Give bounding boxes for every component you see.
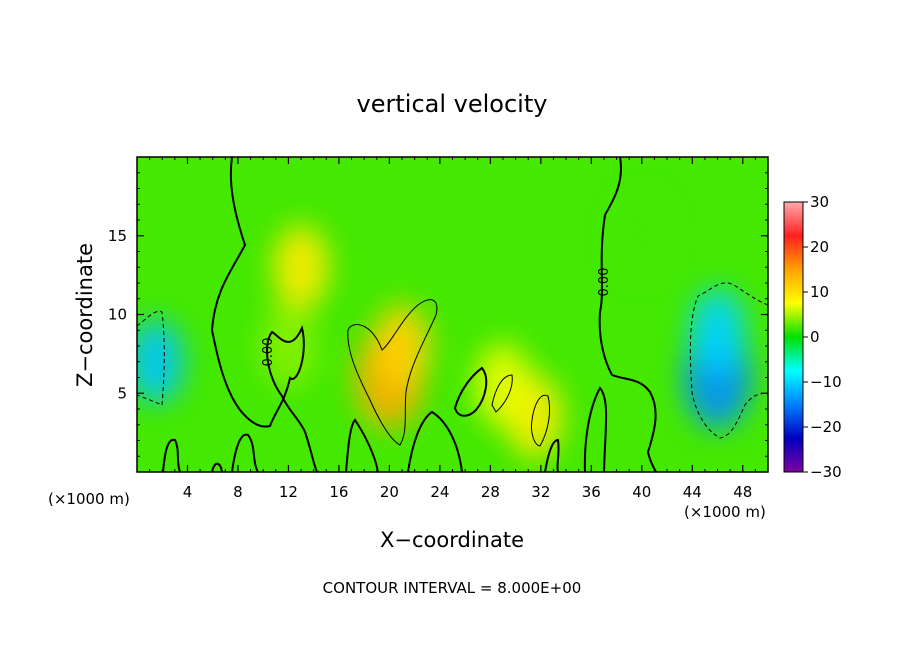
contour-plus8-main bbox=[347, 299, 438, 446]
y-tick-label-2: 15 bbox=[108, 227, 127, 245]
contour-label-left: 0.00 bbox=[261, 338, 276, 367]
contour-minus8-left bbox=[137, 310, 165, 406]
zero-contour-mid3 bbox=[453, 366, 488, 417]
colorbar-gradient bbox=[784, 202, 803, 472]
zero-contour-mid5 bbox=[583, 386, 608, 472]
x-tick-label-7: 32 bbox=[531, 483, 550, 501]
velocity-feature-7 bbox=[137, 319, 184, 404]
x-tick-label-8: 36 bbox=[582, 483, 601, 501]
x-tick-label-2: 12 bbox=[279, 483, 298, 501]
x-tick-label-11: 48 bbox=[733, 483, 752, 501]
zero-contour-mid2 bbox=[407, 410, 463, 472]
x-tick-label-4: 20 bbox=[380, 483, 399, 501]
velocity-feature-8 bbox=[260, 304, 317, 388]
x-tick-label-1: 8 bbox=[233, 483, 243, 501]
zero-contours bbox=[162, 157, 657, 472]
x-tick-label-5: 24 bbox=[430, 483, 449, 501]
chart-title: vertical velocity bbox=[357, 90, 548, 118]
colorbar: 30 20 10 0 −10 −20 −30 bbox=[783, 193, 842, 481]
zero-contour-right bbox=[598, 157, 657, 472]
field-background bbox=[137, 157, 768, 472]
x-axis-label: X−coordinate bbox=[380, 528, 524, 552]
colorbar-tick-label-1: 20 bbox=[810, 238, 829, 256]
colorbar-tick-label-6: −30 bbox=[810, 463, 842, 481]
contour-interval-note: CONTOUR INTERVAL = 8.000E+00 bbox=[323, 579, 582, 597]
colorbar-tick-label-5: −20 bbox=[810, 418, 842, 436]
negative-contours bbox=[137, 282, 768, 439]
x-tick-label-9: 40 bbox=[632, 483, 651, 501]
x-axis: 4 8 12 16 20 24 28 32 36 40 44 48 bbox=[149, 157, 769, 501]
y-tick-label-1: 10 bbox=[108, 306, 127, 324]
velocity-field bbox=[137, 193, 752, 459]
zero-contour-mid4 bbox=[544, 438, 560, 472]
colorbar-tick-label-3: 0 bbox=[810, 328, 820, 346]
x-tick-label-0: 4 bbox=[183, 483, 193, 501]
y-axis: 5 10 15 bbox=[108, 172, 768, 457]
colorbar-tick-label-0: 30 bbox=[810, 193, 829, 211]
x-unit-left: (×1000 m) bbox=[48, 490, 130, 508]
zero-contour-bl3 bbox=[231, 433, 259, 472]
contour-label-right: 0.00 bbox=[597, 268, 612, 297]
velocity-feature-3 bbox=[474, 343, 531, 428]
velocity-feature-9 bbox=[613, 193, 670, 278]
x-tick-label-3: 16 bbox=[329, 483, 348, 501]
colorbar-tick-label-4: −10 bbox=[810, 373, 842, 391]
x-tick-label-10: 44 bbox=[683, 483, 702, 501]
y-tick-label-0: 5 bbox=[117, 384, 127, 402]
zero-contour-bl1 bbox=[162, 438, 181, 472]
contour-plus8-small2 bbox=[531, 394, 551, 447]
velocity-feature-6 bbox=[689, 288, 746, 373]
velocity-feature-1 bbox=[374, 304, 431, 388]
colorbar-tick-label-2: 10 bbox=[810, 283, 829, 301]
velocity-feature-4 bbox=[273, 225, 330, 310]
colorbar-ticks: 30 20 10 0 −10 −20 −30 bbox=[803, 193, 842, 481]
x-tick-label-6: 28 bbox=[481, 483, 500, 501]
zero-contour-mid1 bbox=[345, 418, 379, 472]
plot-area bbox=[137, 157, 768, 472]
x-unit-right: (×1000 m) bbox=[684, 503, 766, 521]
contour-minus8-right bbox=[689, 282, 768, 439]
contour-plus8-small1 bbox=[491, 374, 513, 413]
zero-contour-left bbox=[210, 157, 319, 472]
y-axis-label: Z−coordinate bbox=[73, 243, 97, 387]
positive-contours bbox=[347, 299, 551, 447]
